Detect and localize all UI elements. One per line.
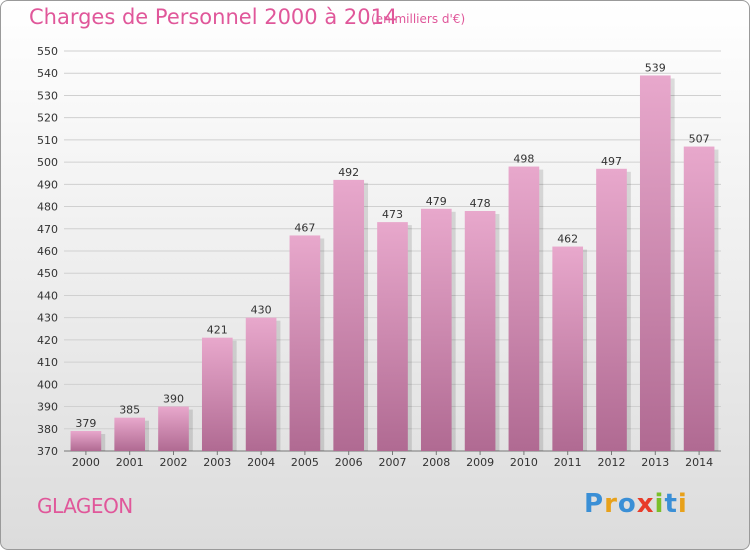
bar-2014	[683, 146, 715, 452]
y-tick-label: 420	[37, 334, 58, 347]
logo-letter: i	[654, 489, 665, 519]
chart-title: Charges de Personnel 2000 à 2014	[29, 5, 398, 29]
y-tick-label: 520	[37, 112, 58, 125]
bar-value-label: 379	[75, 417, 96, 430]
bar-value-label: 385	[119, 404, 140, 417]
bar-2004	[245, 317, 277, 451]
y-tick-label: 460	[37, 245, 58, 258]
y-tick-label: 530	[37, 89, 58, 102]
y-tick-label: 380	[37, 423, 58, 436]
bar-value-label: 507	[689, 133, 710, 146]
bar-2012	[596, 168, 627, 451]
y-tick-label: 510	[37, 134, 58, 147]
bar-2011	[552, 246, 584, 451]
bar-2005	[289, 235, 321, 451]
y-tick-label: 390	[37, 401, 58, 414]
bar-value-label: 479	[426, 195, 447, 208]
bar-value-label: 430	[251, 304, 272, 317]
y-tick-label: 500	[37, 156, 58, 169]
bar-2010	[508, 166, 540, 452]
x-tick-label: 2002	[160, 456, 188, 469]
x-tick-label: 2010	[510, 456, 538, 469]
y-tick-label: 430	[37, 312, 58, 325]
x-tick-label: 2007	[379, 456, 407, 469]
y-tick-label: 400	[37, 378, 58, 391]
logo-letter: x	[636, 489, 655, 519]
x-tick-label: 2013	[641, 456, 669, 469]
bar-2009	[464, 211, 496, 451]
chart-subtitle: (en milliers d'€)	[371, 12, 466, 26]
bar-2003	[201, 337, 233, 451]
bar-2001	[114, 417, 146, 451]
y-tick-label: 470	[37, 223, 58, 236]
x-tick-label: 2009	[466, 456, 494, 469]
bar-value-label: 497	[601, 155, 622, 168]
bars: 379 385 390 421 430 467 492 473 479 478 498 462 497 5…	[70, 61, 719, 452]
proxiti-logo: Proxiti	[584, 489, 688, 519]
bar-value-label: 390	[163, 393, 184, 406]
bar-2008	[420, 208, 452, 451]
x-tick-label: 2004	[247, 456, 275, 469]
x-tick-label: 2001	[116, 456, 144, 469]
y-tick-label: 550	[37, 45, 58, 58]
y-tick-label: 370	[37, 445, 58, 458]
logo-letter: P	[584, 489, 605, 519]
bar-2006	[333, 179, 365, 451]
y-axis-ticks: 370 380 390 400 410 420 430 440 450 460 470 480 490 5…	[37, 45, 58, 458]
bar-2000	[70, 431, 102, 451]
x-tick-label: 2005	[291, 456, 319, 469]
x-tick-label: 2003	[203, 456, 231, 469]
bar-value-label: 462	[557, 233, 578, 246]
bar-value-label: 421	[207, 324, 228, 337]
x-tick-label: 2008	[422, 456, 450, 469]
x-tick-label: 2006	[335, 456, 363, 469]
bar-value-label: 539	[645, 61, 666, 74]
y-tick-label: 480	[37, 201, 58, 214]
logo-letter: r	[604, 489, 618, 519]
logo-letter: i	[677, 489, 688, 519]
commune-name: GLAGEON	[37, 494, 133, 518]
bar-value-label: 492	[338, 166, 359, 179]
y-tick-label: 410	[37, 356, 58, 369]
bar-value-label: 473	[382, 208, 403, 221]
x-tick-label: 2000	[72, 456, 100, 469]
x-tick-label: 2011	[554, 456, 582, 469]
x-axis-ticks: 2000 2001 2002 2003 2004 2005 2006 2007 2008 2009…	[72, 451, 713, 469]
y-tick-label: 440	[37, 289, 58, 302]
bar-2007	[377, 222, 408, 451]
x-tick-label: 2014	[685, 456, 713, 469]
y-tick-label: 540	[37, 67, 58, 80]
y-tick-label: 450	[37, 267, 58, 280]
bar-2013	[639, 75, 671, 451]
bar-2002	[158, 406, 189, 451]
y-tick-label: 490	[37, 178, 58, 191]
bar-value-label: 498	[513, 153, 534, 166]
bar-value-label: 467	[294, 221, 315, 234]
logo-letter: o	[617, 489, 637, 519]
logo-letter: t	[664, 489, 678, 519]
bar-value-label: 478	[470, 197, 491, 210]
x-tick-label: 2012	[598, 456, 626, 469]
